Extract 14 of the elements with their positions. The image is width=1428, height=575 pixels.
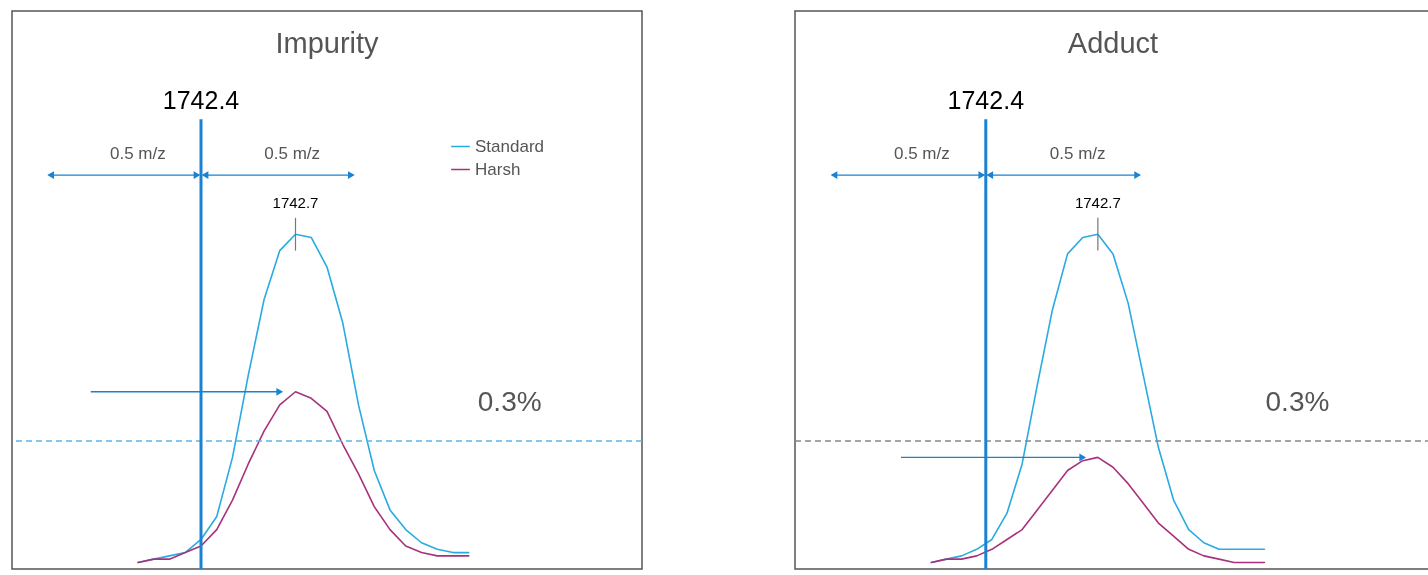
chart-title: Adduct: [1067, 27, 1159, 59]
text: 0.5 m/z: [109, 144, 166, 164]
text: 0.5 m/z: [1049, 144, 1106, 164]
legend-label: Standard: [475, 136, 544, 156]
text: 0.5 m/z: [894, 144, 950, 164]
text: 0.5 m/z: [264, 144, 321, 164]
annotation: 0.3%: [1265, 385, 1330, 417]
text: 1742.4: [162, 86, 240, 115]
text: 1742.4: [947, 86, 1025, 115]
annotation: 1742.7: [272, 194, 319, 212]
annotation: 0.3%: [477, 385, 542, 417]
legend-label: Harsh: [475, 159, 521, 179]
annotation: 1742.7: [1074, 194, 1121, 212]
chart-title: Impurity: [275, 27, 380, 59]
